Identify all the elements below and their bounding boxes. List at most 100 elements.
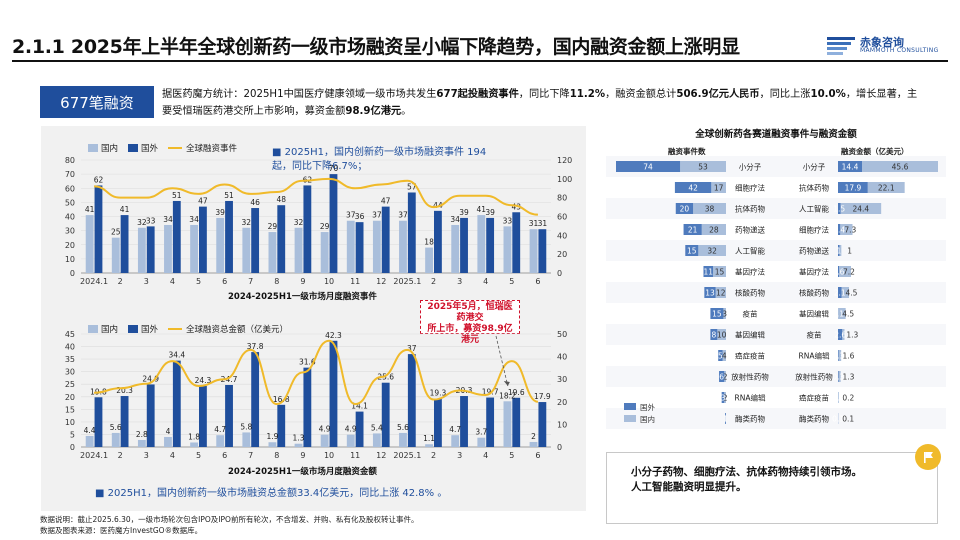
bar-domestic <box>529 441 538 447</box>
events-label-overseas: 1 <box>723 415 728 424</box>
series-line <box>94 339 539 406</box>
summary-text: 据医药魔方统计：2025H1中国医疗健康领域一级市场共发生677起投融资事件，同… <box>162 89 918 117</box>
y-tick-right: 60 <box>557 213 567 222</box>
bar-domestic <box>346 220 355 273</box>
bar-amount-domestic <box>838 203 841 214</box>
y-tick-left: 0 <box>70 269 75 278</box>
amount-category: 癌症疫苗 <box>799 393 829 403</box>
data-label-overseas: 42.3 <box>325 331 342 340</box>
bar-amount-overseas <box>838 308 846 319</box>
bar-events-overseas <box>703 266 714 277</box>
bar-events-overseas <box>685 245 699 256</box>
events-label-overseas: 15 <box>712 310 722 319</box>
events-label-overseas: 13 <box>705 289 715 298</box>
bar-overseas <box>225 200 233 273</box>
y-tick-right: 0 <box>557 443 562 452</box>
amount-callout: ■ 2025H1，国内创新药一级市场融资总金额33.4亿美元，同比上涨 42.8… <box>95 488 448 499</box>
amount-chart-legend: 国内 国外 全球融资总金额（亿美元） <box>88 323 298 335</box>
events-label-domestic: 12 <box>716 289 726 298</box>
data-label-domestic: 2 <box>531 432 536 441</box>
bar-amount-domestic <box>838 371 839 382</box>
bar-domestic <box>268 442 277 447</box>
bar-events-overseas <box>718 350 723 361</box>
row-stripe <box>606 198 946 219</box>
series-line <box>93 177 538 216</box>
bar-events-overseas <box>616 161 681 172</box>
bar-domestic <box>477 215 486 273</box>
bar-overseas <box>407 354 416 447</box>
bar-overseas <box>172 360 181 447</box>
title-divider <box>12 60 948 62</box>
company-logo: 赤象咨询 MAMMOTH CONSULTING <box>826 34 946 56</box>
bar-domestic <box>320 232 329 273</box>
bar-overseas <box>329 174 338 273</box>
bar-events-overseas <box>683 224 702 235</box>
x-tick: 2024.1 <box>80 277 108 286</box>
data-label-overseas: 46 <box>250 198 260 207</box>
bar-overseas <box>355 222 364 273</box>
events-category: 放射性药物 <box>731 372 769 382</box>
logo-text-cn: 赤象咨询 <box>860 36 904 49</box>
data-label-domestic: 1.9 <box>266 432 278 441</box>
amount-header: 融资金额（亿美元） <box>841 147 909 156</box>
y-tick-left: 15 <box>65 405 75 414</box>
amount-label-domestic: 0.3 <box>832 352 844 361</box>
events-label-overseas: 15 <box>687 247 697 256</box>
events-label-domestic: 28 <box>709 226 719 235</box>
page-title: 2.1.1 2025年上半年全球创新药一级市场融资呈小幅下降趋势，国内融资金额上… <box>12 36 740 58</box>
x-tick: 10 <box>324 277 334 286</box>
data-label-domestic: 18.2 <box>499 391 516 400</box>
bar-overseas <box>199 206 207 273</box>
x-tick: 8 <box>274 451 279 460</box>
amount-label-overseas: 24.4 <box>852 205 869 214</box>
amount-label-overseas: 1.3 <box>843 373 855 382</box>
bar-domestic <box>372 220 381 273</box>
x-tick: 5 <box>196 277 201 286</box>
bar-events-overseas <box>725 413 726 424</box>
y-tick-left: 20 <box>65 393 75 402</box>
bar-events-overseas <box>704 287 716 298</box>
y-tick-right: 50 <box>557 330 567 339</box>
x-tick: 6 <box>222 277 227 286</box>
x-tick: 8 <box>274 277 279 286</box>
y-tick-left: 5 <box>70 430 75 439</box>
bar-amount-overseas <box>862 161 938 172</box>
bar-events-domestic <box>693 203 726 214</box>
x-tick: 4 <box>483 451 488 460</box>
x-tick: 9 <box>300 451 305 460</box>
y-tick-right: 0 <box>557 269 562 278</box>
events-category: 细胞疗法 <box>735 183 765 193</box>
amount-label-overseas: 0.1 <box>842 415 854 424</box>
y-tick-left: 35 <box>65 355 75 364</box>
y-tick-left: 10 <box>65 255 75 264</box>
data-label-domestic: 39 <box>215 208 225 217</box>
data-label-domestic: 29 <box>268 222 278 231</box>
data-label-domestic: 4.7 <box>214 425 226 434</box>
bar-overseas <box>277 205 286 273</box>
y-tick-right: 100 <box>557 175 572 184</box>
bar-events-domestic <box>680 161 726 172</box>
data-label-overseas: 47 <box>198 197 208 206</box>
bar-overseas <box>303 367 312 447</box>
x-tick: 4 <box>483 277 488 286</box>
segment-chart-title: 全球创新药各赛道融资事件与融资金额 <box>695 129 857 140</box>
bar-domestic <box>425 247 433 273</box>
x-tick: 5 <box>509 451 514 460</box>
events-category: 疫苗 <box>743 309 758 319</box>
x-tick: 3 <box>457 277 462 286</box>
data-label-overseas: 20.3 <box>116 386 133 395</box>
amount-category: 疫苗 <box>807 330 822 340</box>
bar-amount-overseas <box>840 203 882 214</box>
events-label-domestic: 3 <box>722 310 727 319</box>
amount-label-overseas: 45.6 <box>892 163 909 172</box>
data-label-domestic: 32 <box>137 218 147 227</box>
data-label-overseas: 39 <box>459 208 469 217</box>
amount-label-overseas: 1 <box>847 247 852 256</box>
amount-chart-xlabel: 2024-2025H1一级市场月度融资金额 <box>228 467 377 477</box>
amount-label-domestic: 0.6 <box>833 268 845 277</box>
amount-label-overseas: 0.2 <box>842 394 854 403</box>
events-label-domestic: 32 <box>707 247 717 256</box>
y-tick-left: 60 <box>65 184 75 193</box>
row-stripe <box>606 240 946 261</box>
amount-label-domestic: 2.6 <box>834 331 846 340</box>
